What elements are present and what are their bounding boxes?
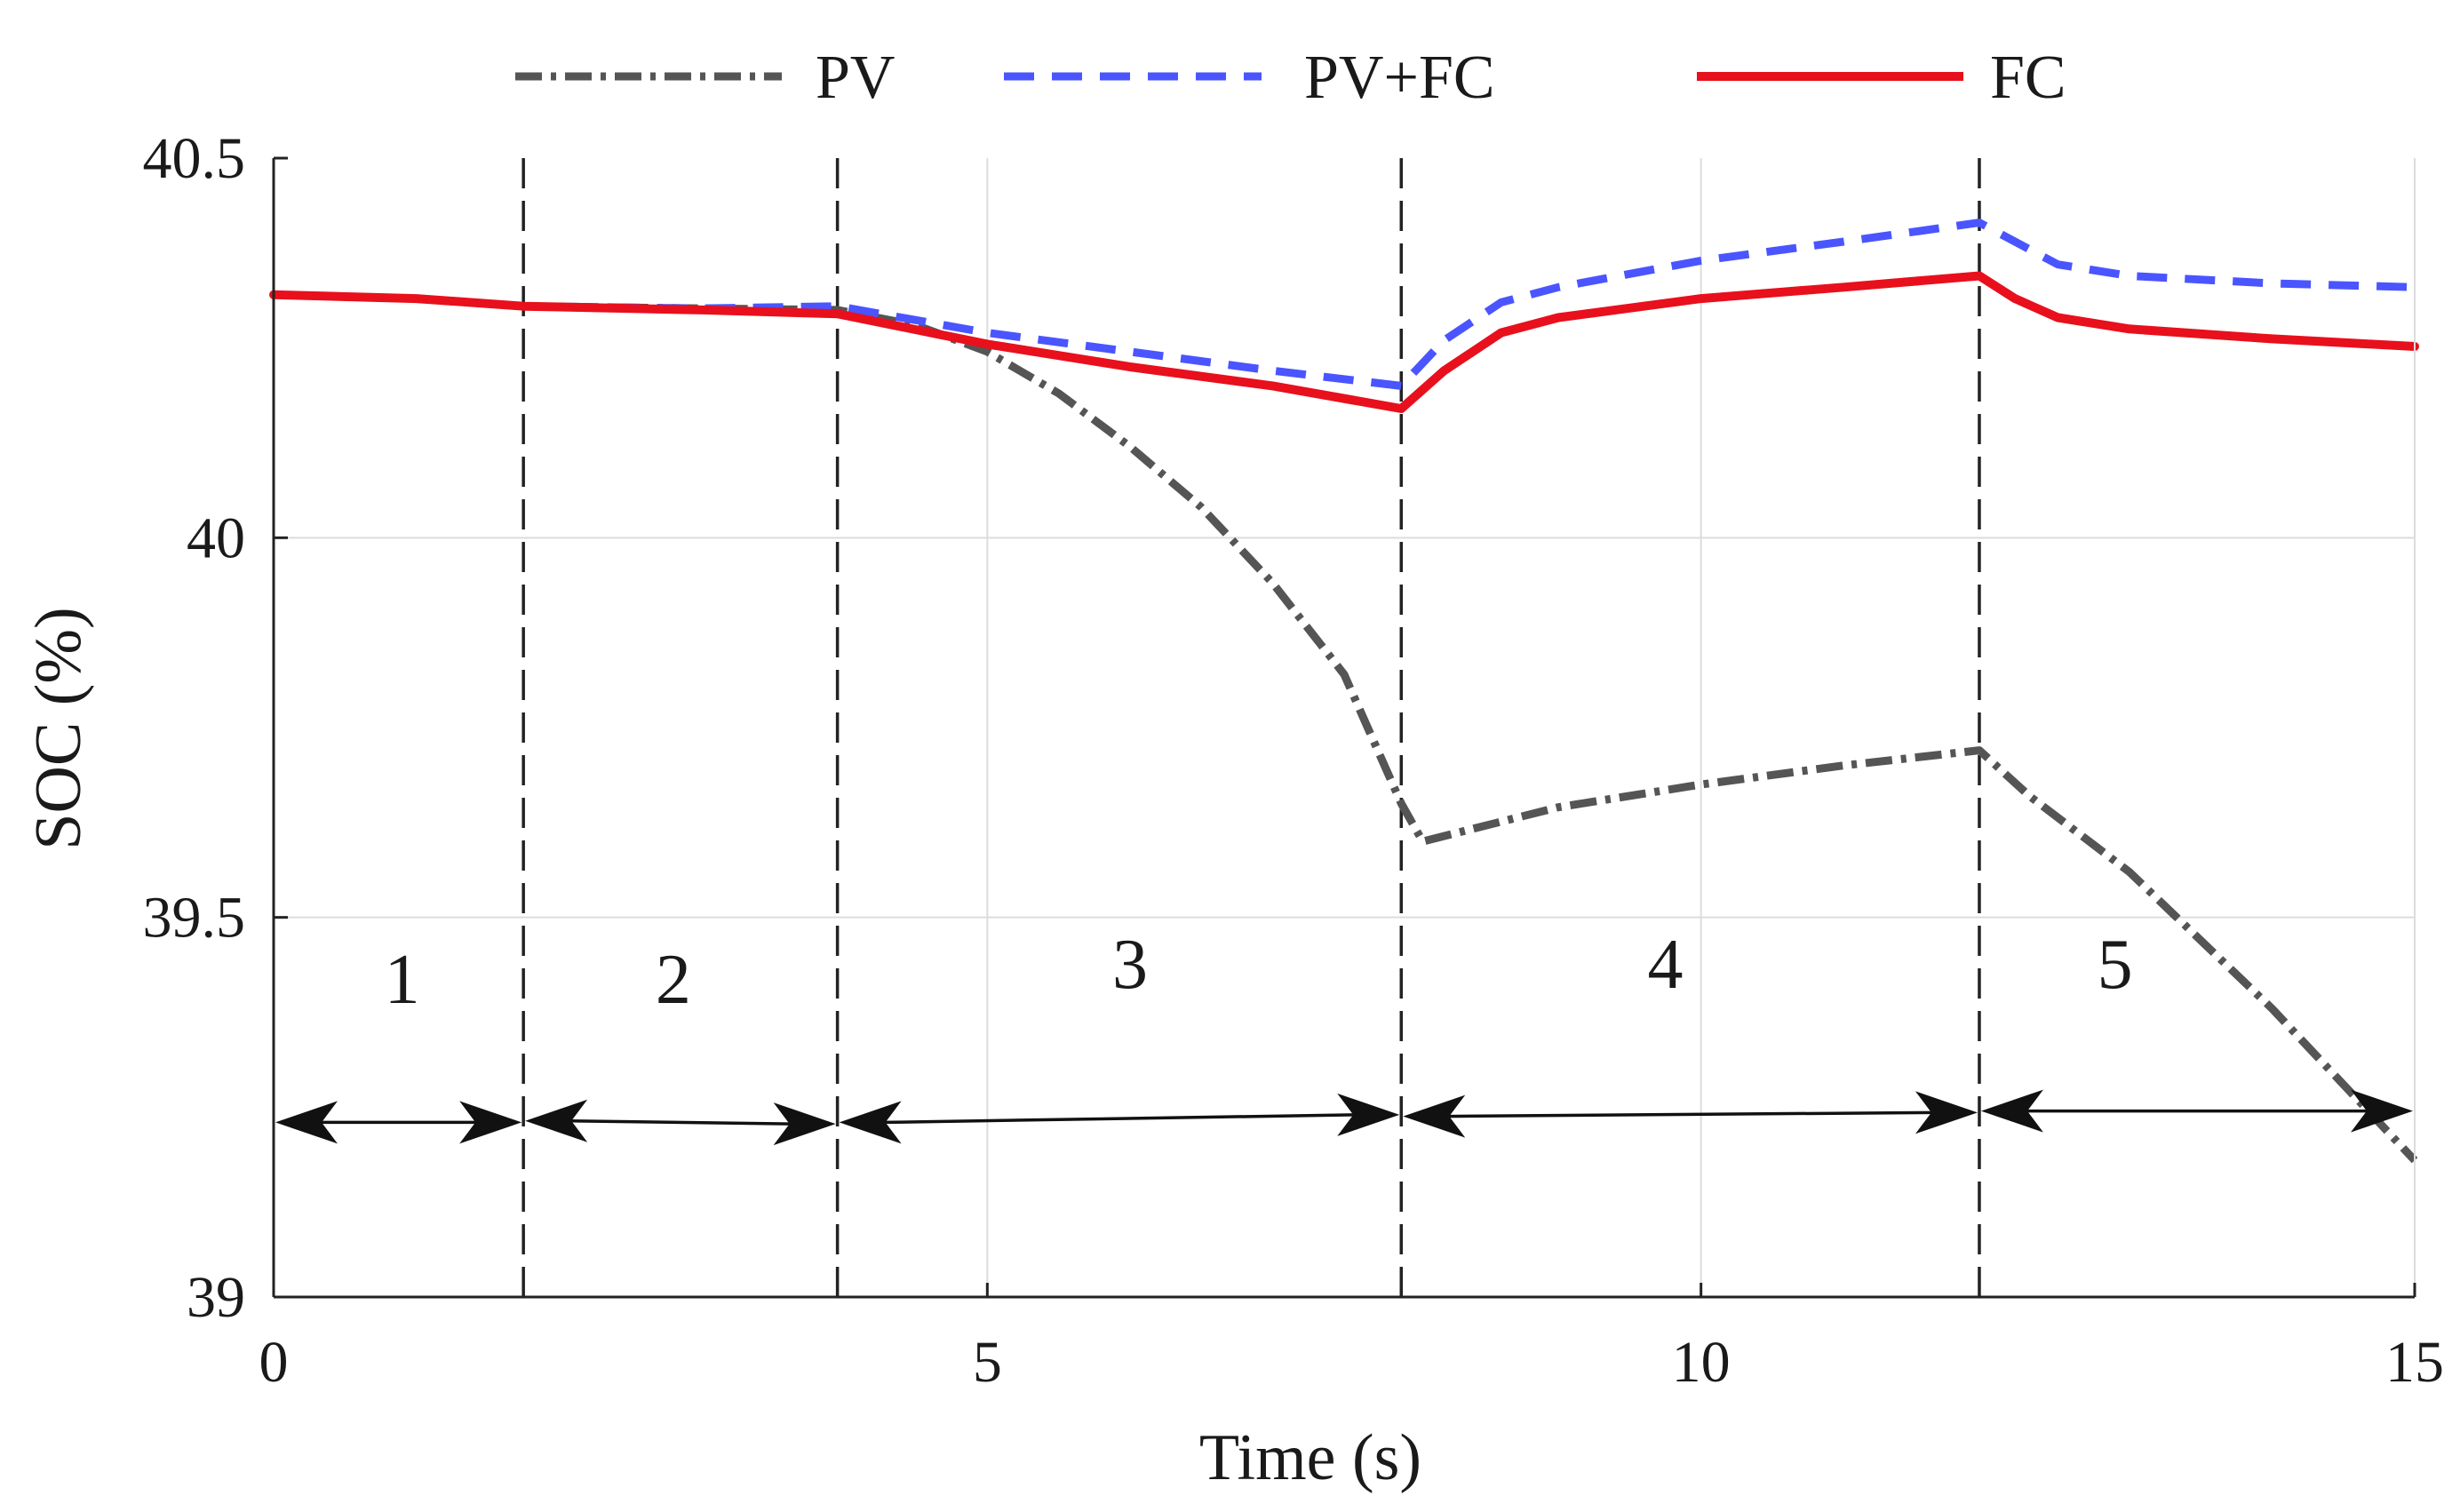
region-label-4: 4 (1648, 926, 1684, 1004)
region-label-2: 2 (656, 941, 691, 1019)
grid-lines (274, 158, 2415, 1297)
legend-label-pv-fc: PV+FC (1304, 44, 1495, 112)
series-lines (269, 219, 2419, 1164)
region-arrow-3-left-head (839, 1101, 902, 1144)
x-tick-label-0: 0 (259, 1330, 289, 1395)
region-label-3: 3 (1112, 926, 1148, 1004)
x-tick-label-1: 5 (973, 1330, 1002, 1395)
region-label-5: 5 (2098, 926, 2133, 1004)
legend-label-fc: FC (1990, 44, 2066, 112)
region-arrow-4-left-head (1403, 1094, 1466, 1138)
region-labels: 1 2 3 4 5 (385, 926, 2133, 1019)
legend: PV PV+FC FC (515, 44, 2066, 112)
x-tick-label-3: 15 (2385, 1330, 2444, 1395)
x-tick-label-2: 10 (1672, 1330, 1731, 1395)
region-arrow-1-right-head (459, 1101, 522, 1144)
region-arrow-4-right-head (1915, 1091, 1978, 1134)
region-arrow-3-right-head (1337, 1093, 1400, 1136)
region-boundaries (521, 158, 1981, 1297)
region-arrow-1-left-head (275, 1101, 338, 1144)
region-arrow-5-right-head (2351, 1089, 2413, 1133)
y-tick-labels: 39 39.5 40 40.5 (143, 126, 246, 1330)
y-tick-label-2: 40 (187, 505, 245, 570)
region-arrow-2 (569, 1118, 792, 1126)
y-tick-label-3: 40.5 (143, 126, 246, 191)
x-axis-title: Time (s) (1199, 1421, 1421, 1494)
axes (272, 156, 2416, 1299)
region-arrow-5-left-head (1980, 1089, 2043, 1133)
region-arrow-2-right-head (773, 1102, 836, 1146)
y-axis-title: SOC (%) (22, 607, 95, 849)
region-label-1: 1 (385, 941, 420, 1019)
y-tick-label-0: 39 (187, 1265, 245, 1330)
series-line-pv (273, 290, 2418, 1164)
x-tick-labels: 0 5 10 15 (259, 1330, 2445, 1395)
region-arrow-2-left-head (525, 1099, 588, 1142)
series-line-fc (269, 271, 2419, 413)
region-arrow-4 (1447, 1110, 1933, 1118)
y-tick-label-1: 39.5 (143, 886, 246, 951)
region-arrow-3 (883, 1113, 1356, 1125)
legend-label-pv: PV (816, 44, 895, 112)
region-arrows (275, 1089, 2413, 1146)
